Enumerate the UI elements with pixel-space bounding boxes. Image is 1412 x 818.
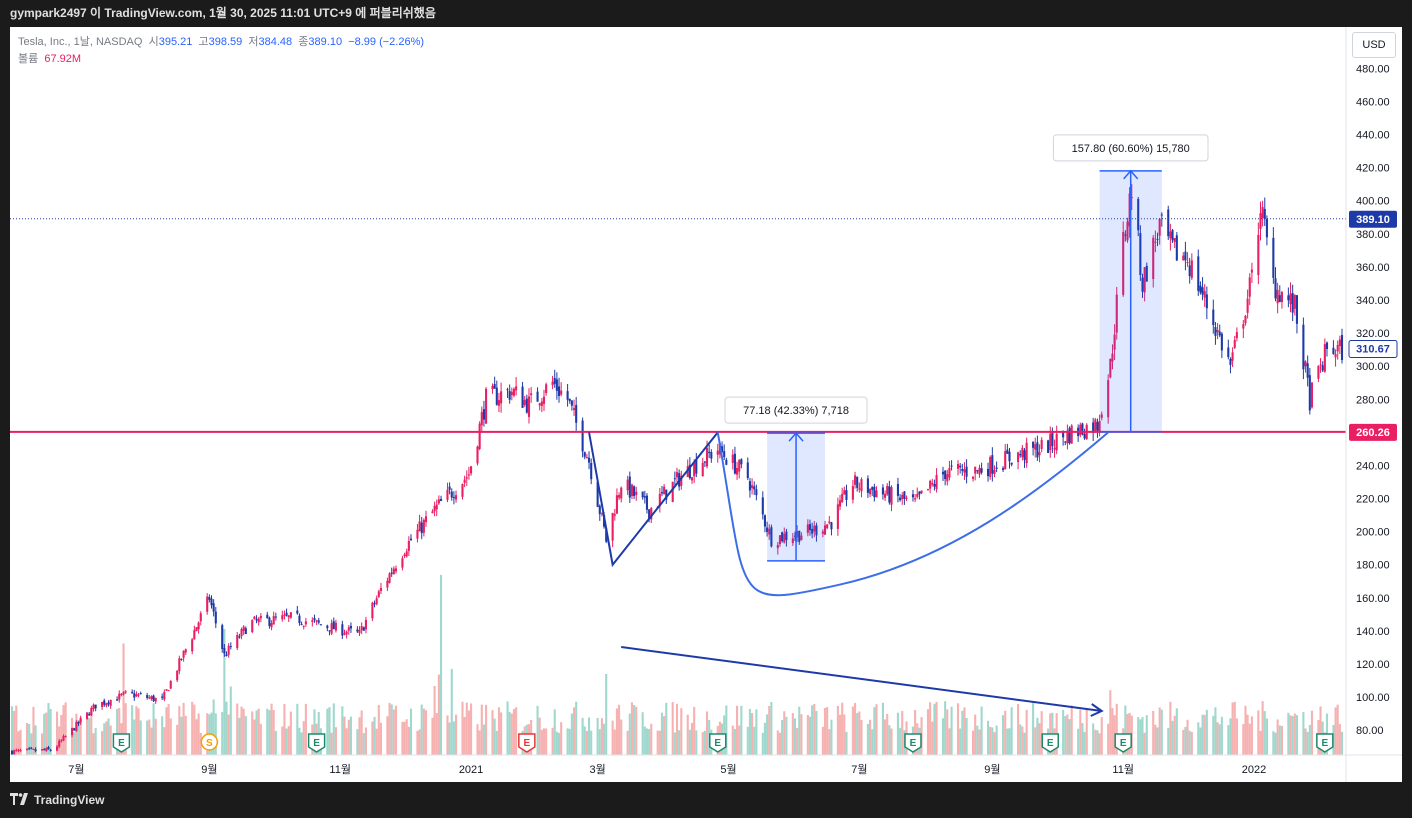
open-value: 395.21 bbox=[158, 36, 193, 48]
symbol-name[interactable]: Tesla, Inc., 1날, NASDAQ bbox=[18, 36, 143, 48]
publish-info: gympark2497 이 TradingView.com, 1월 30, 20… bbox=[10, 6, 436, 20]
legend-volume-row: 볼륨 67.92M bbox=[18, 51, 424, 68]
close-label: 종 bbox=[298, 36, 309, 48]
open-label: 시 bbox=[148, 36, 159, 48]
low-label: 저 bbox=[248, 36, 259, 48]
volume-value: 67.92M bbox=[44, 53, 82, 65]
chart-frame bbox=[10, 27, 1402, 782]
volume-label: 볼륨 bbox=[18, 53, 39, 65]
low-value: 384.48 bbox=[258, 36, 293, 48]
high-label: 고 bbox=[198, 36, 209, 48]
legend-ohlc-row: Tesla, Inc., 1날, NASDAQ 시395.21 고398.59 … bbox=[18, 34, 424, 51]
footer-brand[interactable]: TradingView bbox=[10, 790, 104, 810]
close-value: 389.10 bbox=[308, 36, 343, 48]
currency-button[interactable]: USD bbox=[1352, 32, 1396, 58]
symbol-legend: Tesla, Inc., 1날, NASDAQ 시395.21 고398.59 … bbox=[18, 34, 424, 68]
high-value: 398.59 bbox=[208, 36, 243, 48]
footer-brand-name: TradingView bbox=[34, 793, 105, 807]
tradingview-logo-icon bbox=[10, 791, 30, 811]
change-value: −8.99 (−2.26%) bbox=[348, 36, 425, 48]
